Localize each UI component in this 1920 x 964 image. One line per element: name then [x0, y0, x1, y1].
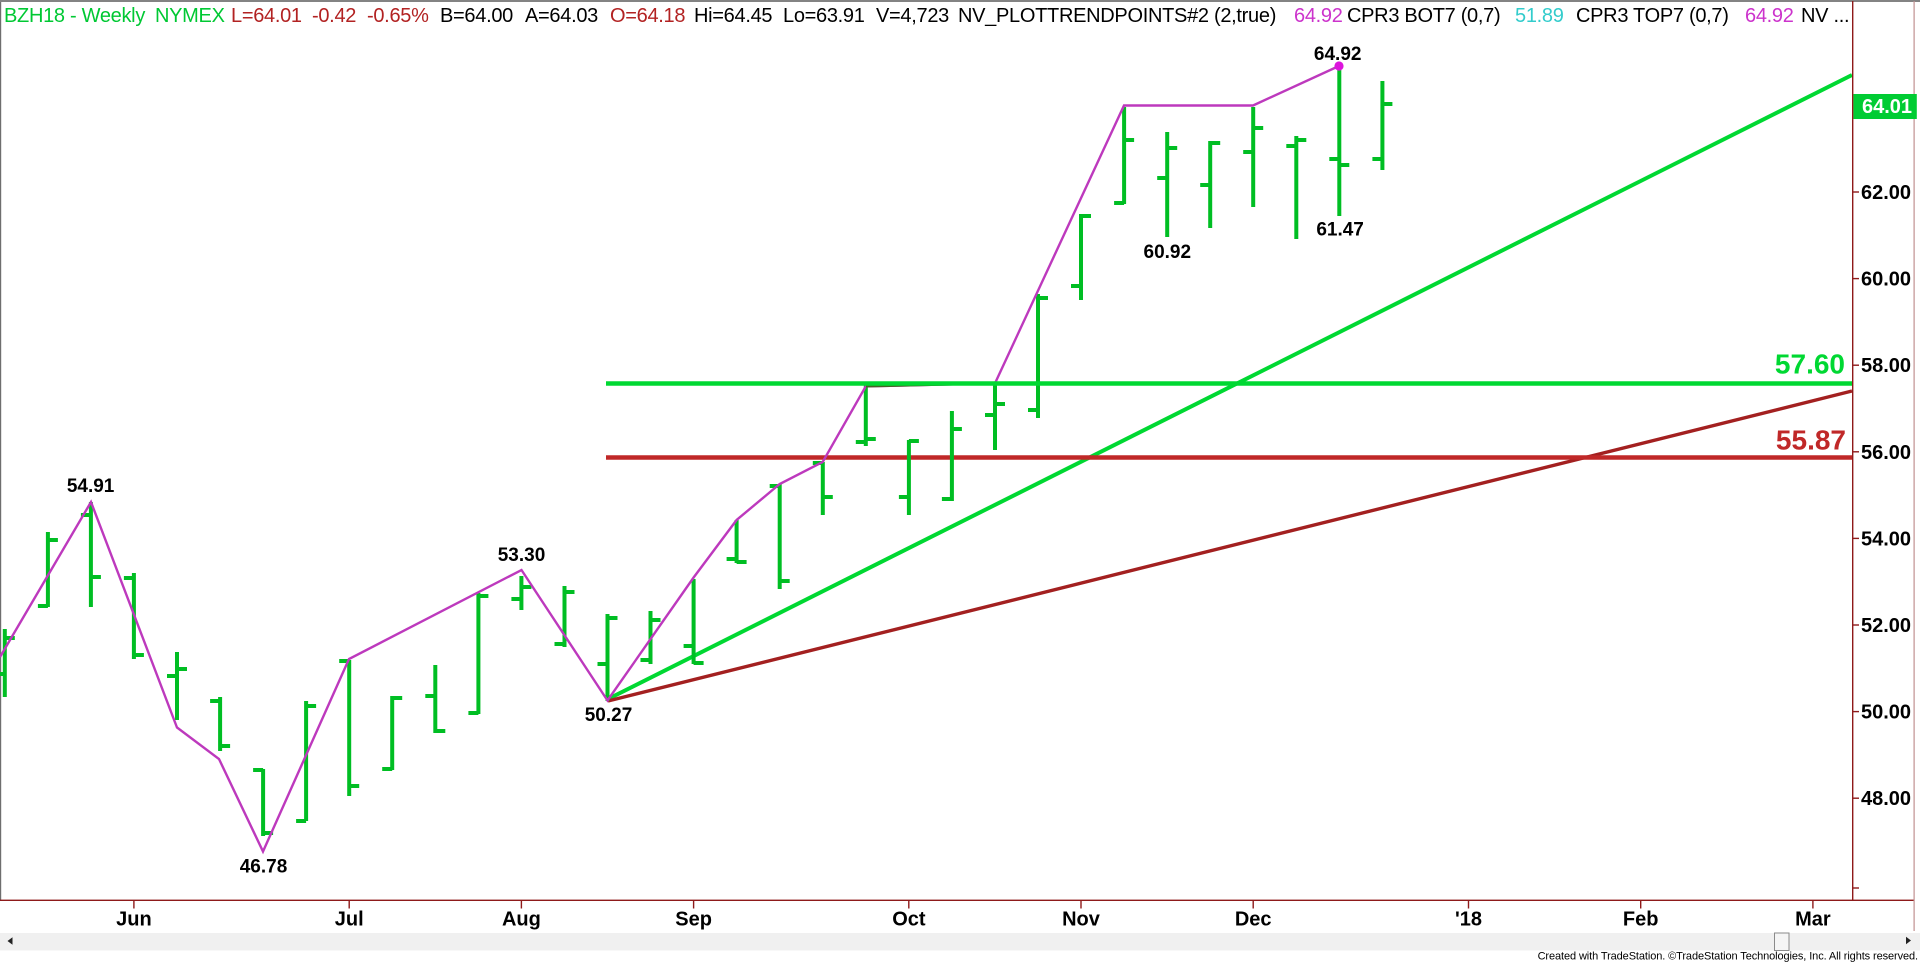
svg-text:48.00: 48.00: [1861, 788, 1911, 810]
svg-text:Aug: Aug: [502, 909, 541, 931]
svg-text:58.00: 58.00: [1861, 355, 1911, 377]
svg-text:Feb: Feb: [1623, 909, 1659, 931]
svg-text:54.00: 54.00: [1861, 528, 1911, 550]
svg-text:46.78: 46.78: [240, 857, 288, 878]
svg-text:Sep: Sep: [675, 909, 712, 931]
svg-text:-0.42: -0.42: [312, 5, 356, 27]
svg-text:Hi=64.45: Hi=64.45: [694, 5, 772, 27]
svg-text:52.00: 52.00: [1861, 615, 1911, 637]
svg-text:53.30: 53.30: [498, 545, 546, 566]
svg-text:'18: '18: [1455, 909, 1482, 931]
svg-text:60.00: 60.00: [1861, 269, 1911, 291]
svg-text:Created with TradeStation. ©Tr: Created with TradeStation. ©TradeStation…: [1538, 951, 1918, 963]
svg-text:54.91: 54.91: [67, 476, 115, 497]
svg-text:NV ...: NV ...: [1801, 5, 1849, 27]
svg-text:B=64.00: B=64.00: [440, 5, 513, 27]
svg-text:50.27: 50.27: [585, 705, 633, 726]
svg-text:Oct: Oct: [892, 909, 926, 931]
svg-text:CPR3 TOP7 (0,7): CPR3 TOP7 (0,7): [1576, 5, 1729, 27]
svg-text:Jul: Jul: [335, 909, 364, 931]
svg-text:O=64.18: O=64.18: [610, 5, 685, 27]
svg-text:Lo=63.91: Lo=63.91: [783, 5, 865, 27]
svg-text:L=64.01: L=64.01: [231, 5, 302, 27]
svg-text:-0.65%: -0.65%: [367, 5, 429, 27]
svg-text:Nov: Nov: [1062, 909, 1101, 931]
svg-text:51.89: 51.89: [1515, 5, 1564, 27]
svg-text:BZH18 - Weekly: BZH18 - Weekly: [4, 5, 145, 27]
svg-text:CPR3 BOT7 (0,7): CPR3 BOT7 (0,7): [1347, 5, 1500, 27]
svg-text:64.92: 64.92: [1745, 5, 1794, 27]
svg-text:NV_PLOTTRENDPOINTS#2 (2,true): NV_PLOTTRENDPOINTS#2 (2,true): [958, 5, 1276, 27]
svg-text:61.47: 61.47: [1316, 220, 1364, 241]
svg-text:50.00: 50.00: [1861, 702, 1911, 724]
svg-text:64.01: 64.01: [1862, 96, 1912, 118]
svg-text:62.00: 62.00: [1861, 182, 1911, 204]
svg-text:64.92: 64.92: [1294, 5, 1343, 27]
svg-text:55.87: 55.87: [1776, 425, 1846, 456]
svg-text:NYMEX: NYMEX: [155, 5, 225, 27]
svg-text:Dec: Dec: [1235, 909, 1272, 931]
svg-text:56.00: 56.00: [1861, 442, 1911, 464]
svg-text:60.92: 60.92: [1144, 242, 1192, 263]
svg-text:Mar: Mar: [1795, 909, 1831, 931]
svg-text:64.92: 64.92: [1314, 44, 1362, 65]
svg-text:A=64.03: A=64.03: [525, 5, 598, 27]
svg-text:V=4,723: V=4,723: [876, 5, 949, 27]
svg-text:57.60: 57.60: [1775, 349, 1845, 380]
svg-text:Jun: Jun: [116, 909, 152, 931]
